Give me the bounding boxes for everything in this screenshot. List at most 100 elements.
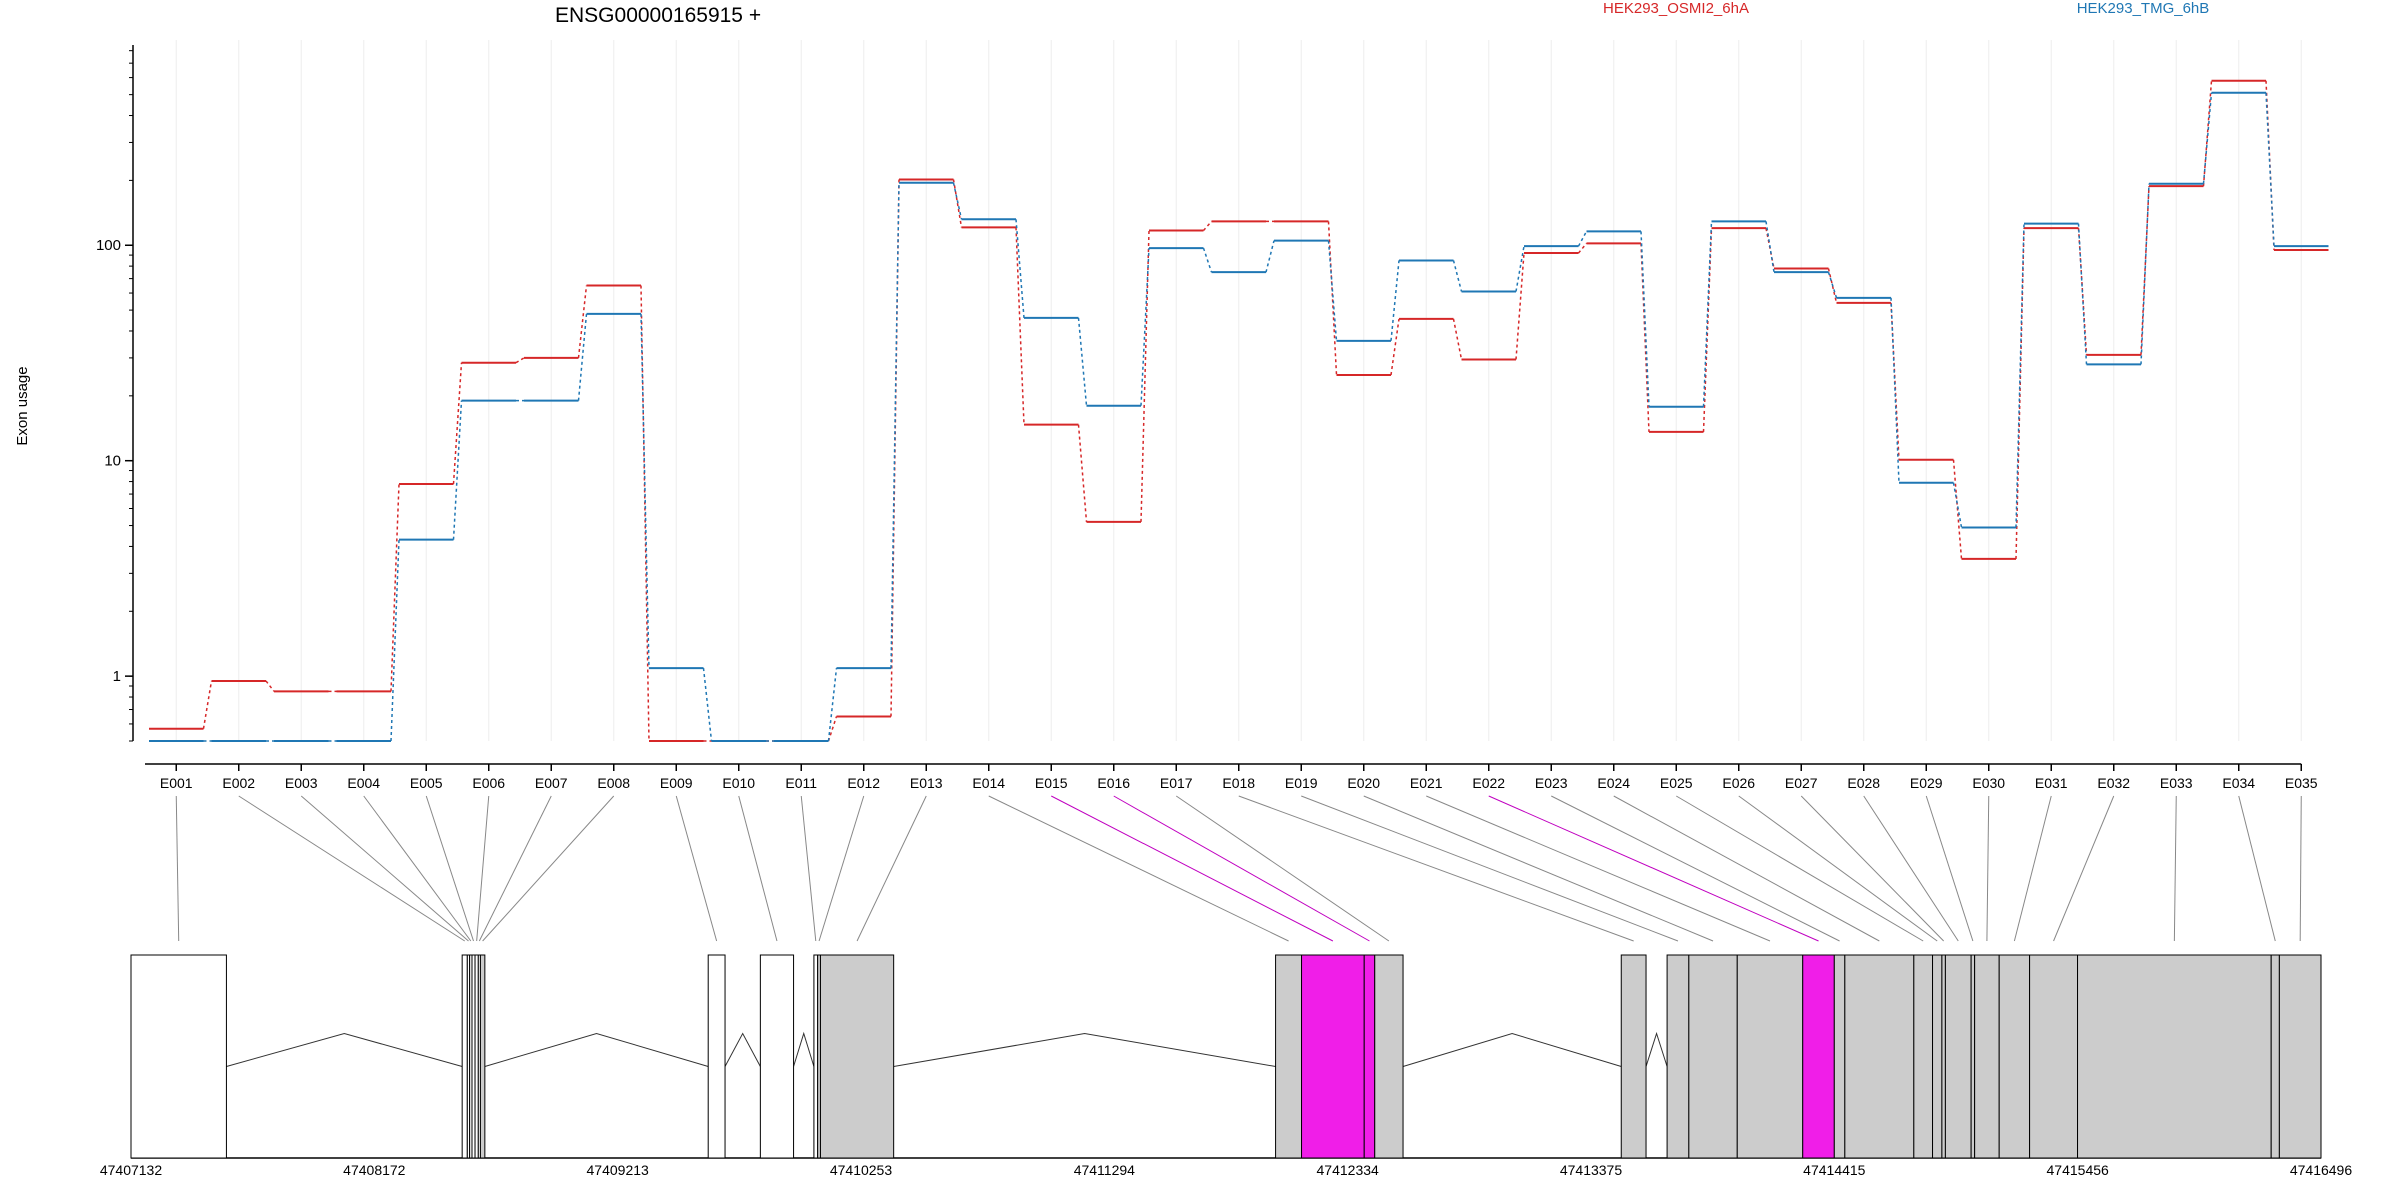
- exon-connector-E005: [425, 795, 474, 942]
- x-tick-label: E025: [1660, 775, 1693, 791]
- exon-box-E021: [1736, 954, 1804, 1159]
- x-tick-label: E011: [785, 775, 817, 791]
- series-2-connector: [640, 313, 650, 669]
- x-tick-label: E008: [597, 775, 630, 791]
- exon-connector-E033: [2173, 795, 2177, 942]
- exon-connector-E002: [238, 795, 466, 942]
- x-tick-label: E007: [535, 775, 568, 791]
- series-2: [149, 91, 2329, 742]
- series-2-connector: [2015, 223, 2025, 528]
- intron-line: [226, 1032, 463, 1067]
- x-tick-label: E009: [660, 775, 693, 791]
- x-tick-label: E006: [472, 775, 505, 791]
- exon-connector-E024: [1613, 795, 1880, 942]
- legend-series-2: HEK293_TMG_6hB: [2077, 0, 2210, 17]
- exon-box-E026: [1932, 954, 1943, 1159]
- x-tick-label: E021: [1410, 775, 1443, 791]
- exon-box-E022: [1802, 954, 1835, 1159]
- series-1-connector: [2015, 228, 2025, 559]
- series-2-connector: [827, 667, 838, 742]
- exon-connector-E022: [1488, 795, 1819, 942]
- series-2-connector: [1827, 271, 1838, 299]
- exon-box-E029: [1970, 954, 1976, 1159]
- exon-box-E034: [2270, 954, 2280, 1159]
- exon-box-E025: [1913, 954, 1934, 1159]
- coordinate-tick-label: 47408172: [343, 1162, 406, 1178]
- coordinate-tick-label: 47416496: [2290, 1162, 2353, 1178]
- intron-line: [793, 1031, 815, 1067]
- intron-line: [724, 1032, 761, 1067]
- exon-connector-E012: [818, 795, 865, 942]
- series-2-connector: [1015, 219, 1025, 318]
- x-tick-label: E002: [222, 775, 255, 791]
- series-1-connector: [1327, 221, 1338, 375]
- series-2-connector: [2265, 92, 2275, 247]
- series-2-connector: [1265, 240, 1275, 273]
- coordinate-tick-label: 47413375: [1560, 1162, 1623, 1178]
- exon-box-E033: [2077, 954, 2272, 1159]
- series-1-connector: [827, 716, 838, 742]
- series-1-connector: [577, 285, 588, 358]
- series-2-connector: [577, 313, 588, 401]
- series-1-connector: [1452, 318, 1463, 360]
- exon-box-E001: [130, 954, 227, 1159]
- series-1-connector: [202, 680, 213, 729]
- exon-box-E013: [819, 954, 895, 1159]
- exon-connector-E016: [1113, 795, 1370, 942]
- series-2-connector: [1390, 260, 1400, 341]
- exon-connector-E030: [1986, 795, 1990, 942]
- exon-box-E014: [1275, 954, 1303, 1159]
- series-2-connector: [702, 667, 713, 742]
- x-tick-label: E017: [1160, 775, 1193, 791]
- series-1-connector: [1015, 227, 1025, 425]
- series-2-connector: [1202, 247, 1213, 273]
- series-2-connector: [1765, 221, 1775, 273]
- coordinate-tick-label: 47411294: [1074, 1162, 1135, 1178]
- exon-connector-E007: [478, 795, 552, 942]
- exon-connector-E025: [1675, 795, 1924, 942]
- x-tick-label: E027: [1785, 775, 1818, 791]
- series-1-connector: [452, 362, 463, 484]
- exon-connector-E020: [1363, 795, 1714, 942]
- series-2-connector: [452, 400, 463, 540]
- legend-series-1: HEK293_OSMI2_6hA: [1603, 0, 1749, 17]
- x-tick-label: E030: [1972, 775, 2005, 791]
- series-1-connector: [1077, 424, 1088, 522]
- x-tick-label: E005: [410, 775, 443, 791]
- series-2-connector: [1140, 248, 1150, 406]
- series-layer: [149, 79, 2329, 742]
- exon-box-E019: [1666, 954, 1690, 1159]
- x-tick-label: E004: [347, 775, 380, 791]
- x-tick-label: E001: [160, 775, 193, 791]
- exon-connector-E034: [2238, 795, 2276, 942]
- exon-box-E008: [479, 954, 486, 1159]
- x-tick-label: E019: [1285, 775, 1318, 791]
- exon-box-E016: [1363, 954, 1376, 1159]
- exon-box-E028: [1944, 954, 1972, 1159]
- grid-layer: [175, 40, 2302, 741]
- exon-connector-E008: [482, 795, 615, 942]
- x-tick-label: E003: [285, 775, 318, 791]
- exon-box-E020: [1688, 954, 1738, 1159]
- x-tick-label: E022: [1472, 775, 1505, 791]
- x-tick-label: E031: [2035, 775, 2068, 791]
- exon-connector-E019: [1301, 795, 1679, 942]
- exon-connector-E028: [1863, 795, 1959, 942]
- intron-line: [893, 1032, 1276, 1067]
- series-1-connector: [1577, 242, 1588, 254]
- axes-layer: 1 10 100 E001 E002 E003 E004 E005 E006 E007 E008 E0…: [96, 45, 2318, 791]
- x-tick-label: E014: [972, 775, 1005, 791]
- series-2-connector: [952, 182, 963, 220]
- series-1-connector: [1202, 220, 1213, 232]
- x-tick-label: E033: [2160, 775, 2193, 791]
- exon-box-E002: [461, 954, 468, 1159]
- y-tick-label: 1: [113, 668, 121, 685]
- series-1-connector: [390, 483, 400, 692]
- series-1-connector: [1515, 252, 1525, 360]
- exon-connector-E014: [988, 795, 1289, 942]
- exon-connector-E011: [800, 795, 817, 942]
- connectors-layer: [175, 795, 2302, 942]
- series-1-connector: [1890, 302, 1900, 460]
- series-1-connector: [1702, 228, 1713, 432]
